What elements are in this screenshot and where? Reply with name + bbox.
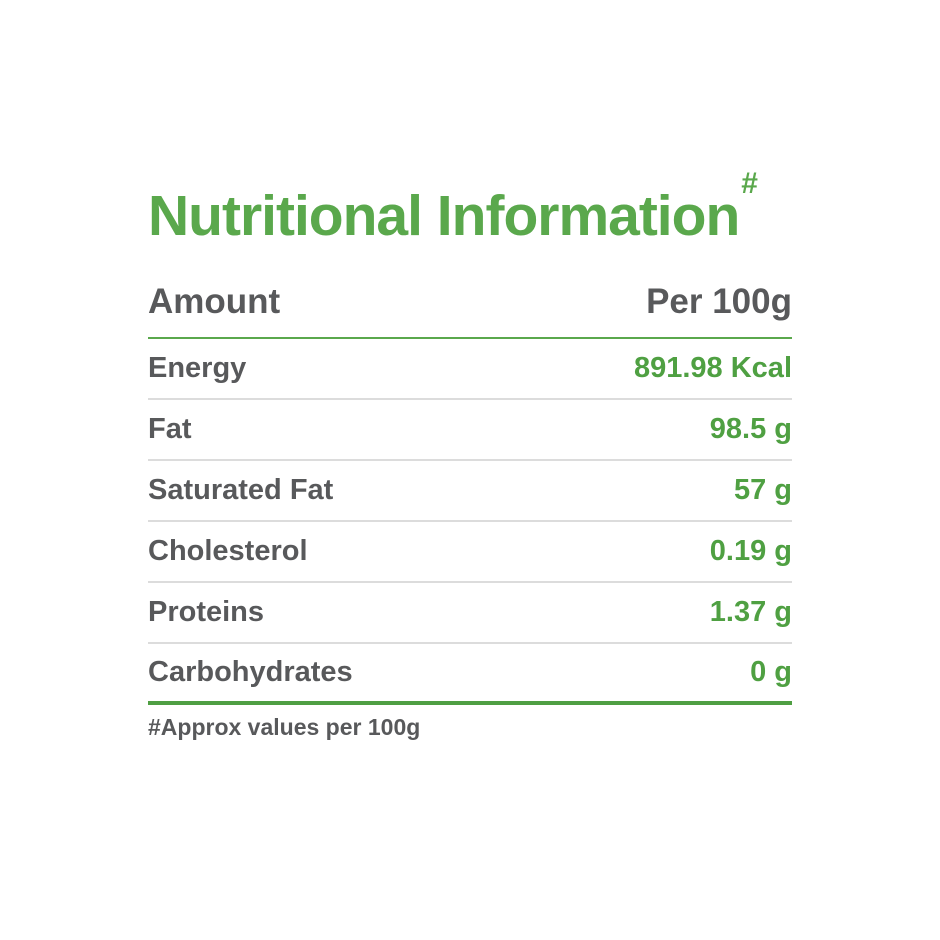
table-row: Saturated Fat 57 g bbox=[148, 461, 792, 522]
nutrient-value: 98.5 g bbox=[709, 413, 792, 445]
nutrient-label: Energy bbox=[148, 352, 247, 384]
column-header-amount: Amount bbox=[148, 282, 281, 321]
nutrient-label: Cholesterol bbox=[148, 535, 308, 567]
nutrition-panel: Nutritional Information# Amount Per 100g… bbox=[148, 169, 792, 741]
nutrient-value: 0 g bbox=[750, 656, 792, 688]
nutrient-value: 0.19 g bbox=[709, 535, 792, 567]
nutrient-value: 891.98 Kcal bbox=[633, 352, 792, 384]
nutrient-value: 1.37 g bbox=[709, 596, 792, 628]
table-body: Energy 891.98 Kcal Fat 98.5 g Saturated … bbox=[148, 339, 792, 705]
nutrient-label: Fat bbox=[148, 413, 192, 445]
nutrient-label: Carbohydrates bbox=[148, 656, 353, 688]
table-row: Carbohydrates 0 g bbox=[148, 644, 792, 705]
table-header: Amount Per 100g bbox=[148, 282, 792, 339]
table-row: Fat 98.5 g bbox=[148, 400, 792, 461]
page-title-text: Nutritional Information bbox=[148, 184, 740, 248]
page-title: Nutritional Information# bbox=[148, 169, 792, 245]
page-title-superscript: # bbox=[741, 167, 758, 200]
footnote: #Approx values per 100g bbox=[148, 714, 421, 740]
column-header-per-100g: Per 100g bbox=[646, 282, 792, 321]
table-row: Cholesterol 0.19 g bbox=[148, 522, 792, 583]
table-row: Proteins 1.37 g bbox=[148, 583, 792, 644]
nutrient-value: 57 g bbox=[733, 474, 792, 506]
nutrient-label: Saturated Fat bbox=[148, 474, 334, 506]
table-row: Energy 891.98 Kcal bbox=[148, 339, 792, 400]
nutrient-label: Proteins bbox=[148, 596, 265, 628]
